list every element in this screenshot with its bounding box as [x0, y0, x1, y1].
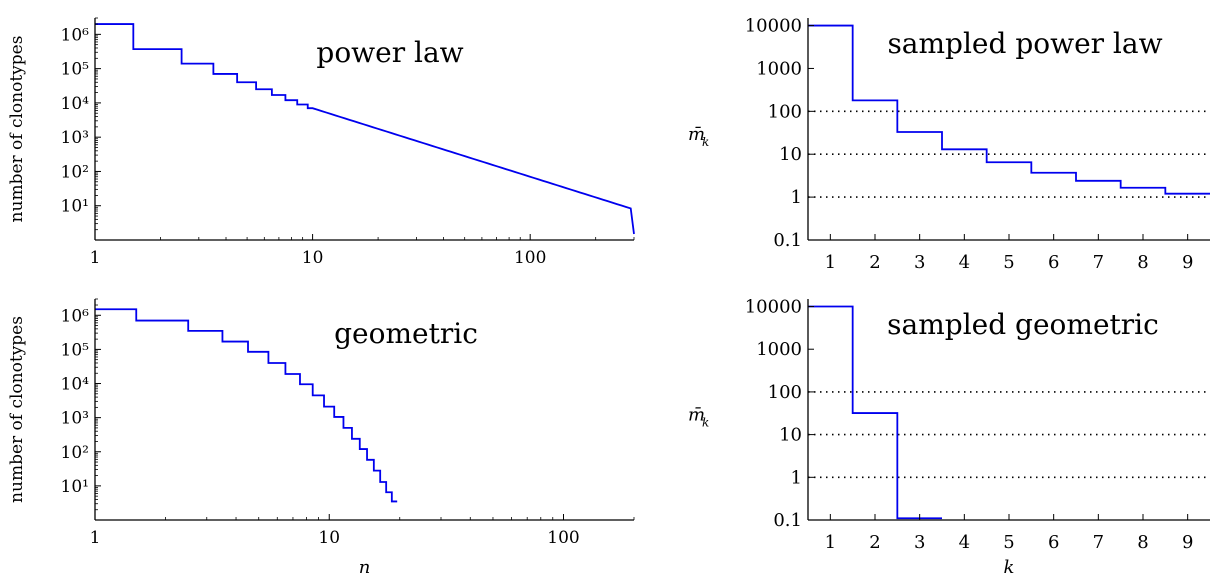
chart-title: sampled geometric [887, 308, 1159, 341]
y-tick-label: 10² [61, 443, 89, 463]
y-axis-label: m̄ [688, 124, 705, 145]
x-tick-label: 8 [1137, 252, 1148, 273]
y-tick-label: 10⁴ [61, 375, 90, 395]
x-tick-label: 1 [825, 252, 836, 273]
y-tick-label: 1000 [756, 339, 802, 360]
x-tick-label: 2 [869, 252, 880, 273]
x-tick-label: 9 [1182, 532, 1193, 553]
chart-bottom-right: 1 2 3 4 5 6 7 8 9 0.1 1 10 100 1000 10000 sampled geome… [688, 297, 1210, 578]
x-tick-label: 100 [547, 528, 579, 548]
y-tick-label: 10² [61, 162, 89, 182]
series-line [808, 305, 942, 520]
y-tick-label: 10⁶ [61, 306, 90, 326]
chart-title: power law [316, 36, 463, 69]
y-tick-label: 10³ [61, 128, 89, 148]
y-axis-label: number of clonotypes [7, 316, 27, 503]
x-tick-label: 1 [90, 528, 101, 548]
x-tick-label: 1 [90, 248, 101, 268]
y-tick-label: 10⁶ [61, 25, 90, 45]
chart-title: sampled power law [887, 27, 1162, 60]
y-tick-label: 10⁵ [61, 60, 90, 80]
x-tick-label: 3 [914, 252, 925, 273]
y-tick-label: 0.1 [773, 230, 802, 251]
y-tick-label: 100 [768, 382, 802, 403]
y-tick-label: 100 [768, 101, 802, 122]
y-tick-label: 10⁵ [61, 340, 90, 360]
y-tick-label: 0.1 [773, 510, 802, 531]
y-tick-label: 1000 [756, 58, 802, 79]
x-axis-label: k [1004, 557, 1015, 578]
y-axis-label: m̄ [688, 405, 705, 426]
x-tick-label: 6 [1048, 252, 1059, 273]
y-tick-label: 10⁴ [61, 94, 90, 114]
x-tick-label: 4 [959, 532, 970, 553]
x-tick-label: 5 [1003, 252, 1014, 273]
series-line [808, 24, 1210, 195]
x-tick-label: 100 [514, 248, 546, 268]
y-tick-label: 10000 [745, 297, 802, 318]
chart-title: geometric [334, 317, 478, 350]
y-axis-label-subscript: k [702, 416, 709, 430]
x-tick-label: 8 [1137, 532, 1148, 553]
x-axis-label: n [359, 557, 371, 578]
y-tick-label: 10 [779, 425, 802, 446]
x-tick-label: 1 [825, 532, 836, 553]
series-line [95, 308, 398, 503]
chart-top-left: 1 10 100 10¹ 10² 10³ 10⁴ 10⁵ 10⁶ power law number … [7, 17, 635, 268]
chart-top-right: 1 2 3 4 5 6 7 8 9 0.1 1 10 100 1000 10000 sampled power… [688, 16, 1210, 273]
y-tick-label: 1 [791, 467, 802, 488]
x-tick-label: 7 [1093, 532, 1104, 553]
y-tick-label: 10¹ [61, 477, 89, 497]
y-axis-label-subscript: k [702, 135, 709, 149]
x-tick-label: 6 [1048, 532, 1059, 553]
x-tick-label: 3 [914, 532, 925, 553]
x-tick-label: 10 [302, 248, 324, 268]
y-axis-label: number of clonotypes [7, 36, 27, 223]
y-tick-label: 10³ [61, 409, 89, 429]
y-tick-label: 1 [791, 187, 802, 208]
x-tick-label: 5 [1003, 532, 1014, 553]
x-tick-label: 9 [1182, 252, 1193, 273]
x-tick-label: 4 [959, 252, 970, 273]
chart-bottom-left: 1 10 100 10¹ 10² 10³ 10⁴ 10⁵ 10⁶ geometric number … [7, 298, 635, 578]
x-tick-label: 10 [318, 528, 340, 548]
y-tick-label: 10 [779, 144, 802, 165]
series-line [95, 23, 635, 235]
x-tick-label: 7 [1093, 252, 1104, 273]
x-tick-label: 2 [869, 532, 880, 553]
y-tick-label: 10¹ [61, 197, 89, 217]
y-tick-label: 10000 [745, 16, 802, 37]
